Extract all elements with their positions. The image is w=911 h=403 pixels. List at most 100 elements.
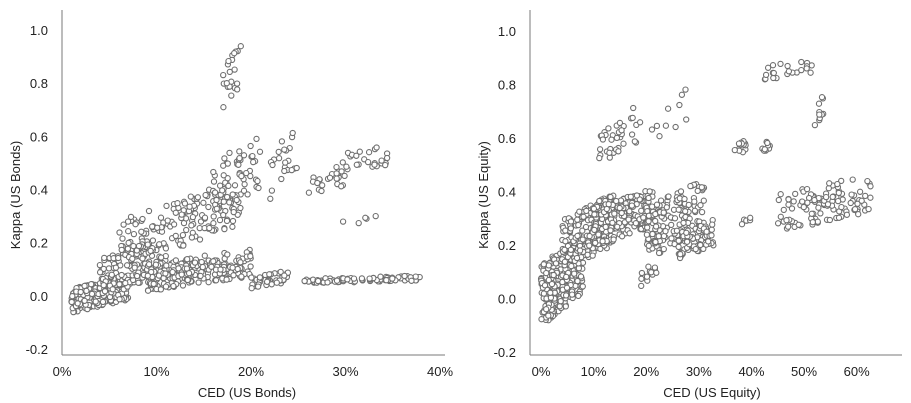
data-point [156,241,163,248]
data-point [281,272,288,279]
data-point [567,225,575,232]
data-point [703,228,710,235]
data-point [591,211,598,218]
data-point [596,154,603,162]
data-point [170,282,177,290]
data-point [656,133,663,140]
data-point [792,190,799,198]
x-tick-label: 40% [738,364,764,379]
data-point [170,221,178,228]
data-point [353,152,360,159]
data-point [223,193,231,201]
data-point [817,210,824,217]
y-tick-label: 0.6 [498,131,516,146]
data-point [653,201,661,208]
data-point [162,245,170,252]
data-point [217,266,224,273]
data-point [282,159,289,166]
y-tick-label: 0.2 [498,238,516,253]
data-point [678,91,686,98]
data-point [288,166,295,174]
data-point [125,239,132,247]
data-point [562,238,569,245]
data-point [187,193,194,200]
data-point [562,227,569,234]
data-point [178,271,185,278]
data-point [606,149,613,156]
data-point [401,272,408,280]
data-point [608,136,615,143]
data-point [610,236,617,243]
data-point [692,245,699,253]
data-point [213,196,220,204]
x-tick-label: 60% [844,364,870,379]
data-point [561,258,569,265]
data-point [867,194,874,201]
y-axis-label: Kappa (US Equity) [476,141,491,249]
x-tick-label: 20% [633,364,659,379]
data-point [243,169,250,177]
data-point [268,281,275,288]
data-point [118,246,125,254]
data-point [188,222,195,229]
data-point [275,155,283,162]
data-point [563,284,571,291]
data-point [133,272,141,280]
data-point [618,127,625,134]
data-point [683,116,690,123]
data-point [338,183,345,190]
data-point [653,269,660,276]
data-point [235,161,242,168]
data-point [616,119,624,127]
data-point [591,226,598,234]
data-point [247,142,254,150]
data-point [213,205,220,212]
data-point [668,221,675,229]
data-point [230,272,237,279]
data-point [596,146,604,153]
data-point [648,126,656,133]
data-point [268,187,276,194]
y-tick-label: 1.0 [498,24,516,39]
data-point [267,195,274,202]
data-point [197,272,204,280]
data-point [605,125,612,132]
y-tick-label: 0.8 [30,76,48,91]
data-point [210,178,218,185]
data-point [247,172,254,180]
data-point [301,277,308,285]
data-point [180,242,187,249]
data-point [675,243,682,251]
data-point [671,215,679,222]
data-point [256,274,264,281]
data-point [144,287,152,294]
data-point [708,232,715,239]
data-point [626,230,633,237]
data-point [769,62,777,69]
data-point [116,229,123,236]
data-point [683,229,690,236]
data-point [615,148,622,155]
data-point [814,218,821,225]
data-point [123,262,131,269]
data-point [205,279,212,286]
data-point [638,282,645,290]
data-point [774,220,782,227]
data-point [219,187,226,194]
data-point [643,231,651,238]
data-point [691,198,698,205]
data-point [630,104,637,112]
data-point [838,203,845,211]
data-point [212,277,220,284]
data-point [263,278,271,285]
data-point [645,242,652,249]
data-point [364,158,372,166]
data-point [355,219,362,227]
data-point [697,202,704,209]
data-point [590,205,598,212]
data-point [234,265,241,273]
data-point [822,193,830,201]
data-point [125,228,132,235]
data-point [826,180,833,187]
